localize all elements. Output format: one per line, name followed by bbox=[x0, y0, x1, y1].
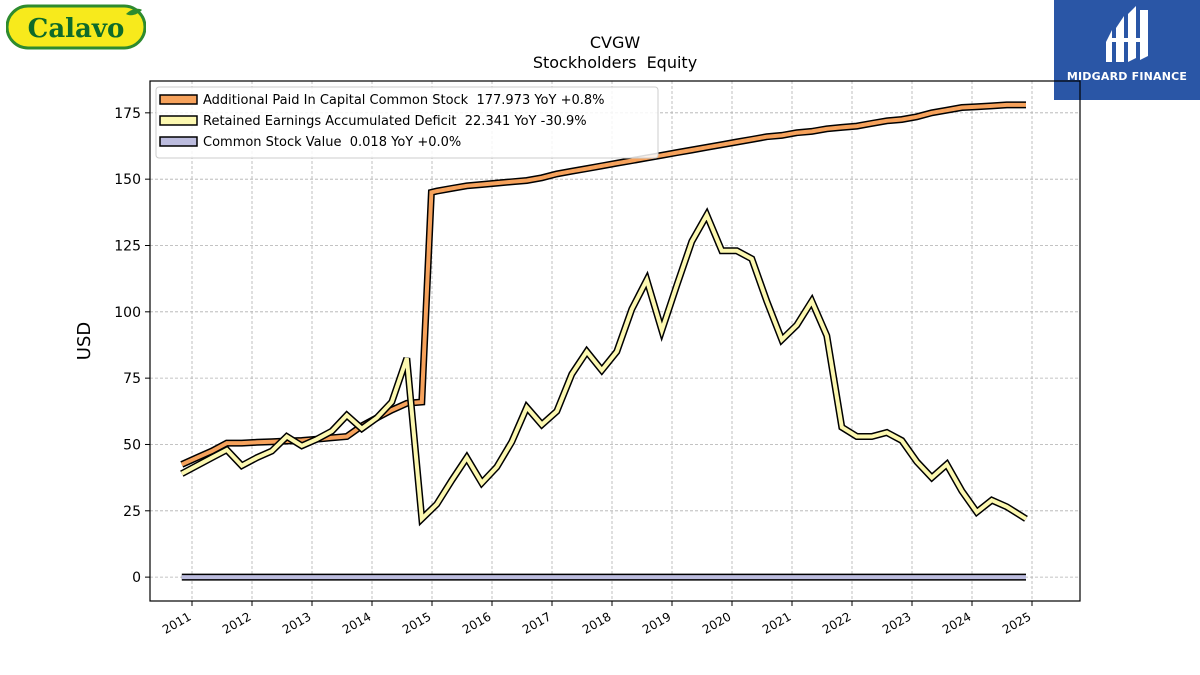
partner-name: MIDGARD FINANCE bbox=[1066, 70, 1188, 83]
series-line-0 bbox=[180, 102, 1026, 467]
legend-label-0: Additional Paid In Capital Common Stock … bbox=[203, 93, 605, 108]
x-tick-label: 2020 bbox=[700, 609, 733, 636]
series-line-1 bbox=[180, 210, 1028, 524]
legend-label-2: Common Stock Value 0.018 YoY +0.0% bbox=[203, 135, 461, 150]
legend-swatch-0 bbox=[159, 94, 198, 105]
x-tick-label: 2023 bbox=[880, 609, 913, 636]
calavo-logo-badge bbox=[5, 4, 147, 50]
midgard-emblem-icon bbox=[1106, 6, 1148, 62]
series-line-outline-0 bbox=[180, 101, 1026, 468]
x-tick-label: 2021 bbox=[760, 609, 793, 636]
x-tick-label: 2012 bbox=[220, 609, 253, 636]
x-tick-label: 2018 bbox=[580, 609, 613, 636]
x-tick-label: 2024 bbox=[940, 609, 973, 636]
chart-title: CVGW bbox=[590, 33, 641, 52]
x-tick-label: 2015 bbox=[400, 609, 433, 636]
y-tick-label: 25 bbox=[123, 504, 141, 520]
y-tick-label: 50 bbox=[123, 437, 141, 453]
x-tick-label: 2016 bbox=[460, 609, 493, 636]
y-axis-label: USD bbox=[74, 322, 95, 360]
y-tick-label: 0 bbox=[132, 570, 141, 586]
midgard-finance-logo: MIDGARD FINANCE bbox=[1054, 0, 1200, 100]
chart-subtitle: Stockholders Equity bbox=[533, 53, 697, 72]
y-tick-label: 150 bbox=[114, 172, 141, 188]
x-tick-label: 2019 bbox=[640, 609, 673, 636]
legend-swatch-1 bbox=[159, 115, 198, 126]
gridlines bbox=[150, 81, 1080, 601]
x-tick-label: 2025 bbox=[1000, 609, 1033, 636]
calavo-logo: Calavo bbox=[5, 4, 147, 50]
legend: Additional Paid In Capital Common Stock … bbox=[155, 86, 659, 159]
series-layer bbox=[180, 101, 1028, 581]
x-tick-label: 2014 bbox=[340, 609, 373, 636]
leaf-icon bbox=[126, 8, 142, 16]
plot-frame bbox=[149, 80, 1081, 602]
calavo-logo-wordmark: Calavo bbox=[28, 14, 125, 44]
legend-box bbox=[155, 86, 659, 159]
y-tick-label: 175 bbox=[114, 106, 141, 122]
y-tick-label: 75 bbox=[123, 371, 141, 387]
x-tick-label: 2022 bbox=[820, 609, 853, 636]
legend-label-1: Retained Earnings Accumulated Deficit 22… bbox=[203, 114, 587, 129]
x-tick-label: 2011 bbox=[160, 609, 193, 636]
y-tick-label: 125 bbox=[114, 238, 141, 254]
legend-swatch-2 bbox=[159, 136, 198, 147]
x-tick-label: 2013 bbox=[280, 609, 313, 636]
x-tick-label: 2017 bbox=[520, 609, 553, 636]
y-tick-label: 100 bbox=[114, 305, 141, 321]
